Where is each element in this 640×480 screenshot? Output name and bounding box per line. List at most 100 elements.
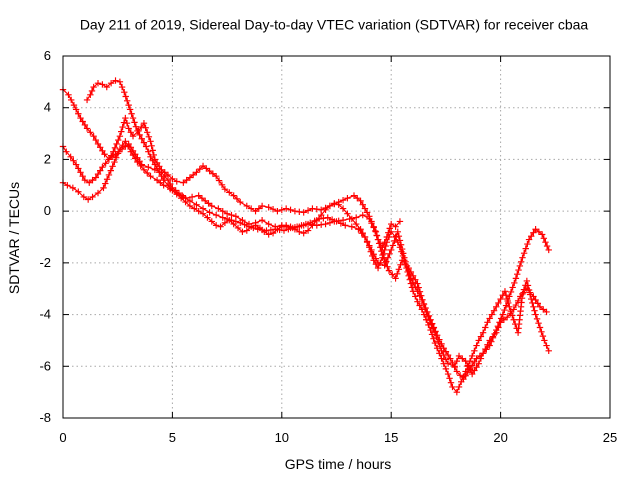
data-point-marker xyxy=(291,207,299,215)
data-point-marker xyxy=(532,296,539,304)
data-point-marker xyxy=(278,223,285,230)
series-layer xyxy=(59,77,552,396)
data-point-marker xyxy=(123,97,131,105)
data-point-marker xyxy=(406,276,413,283)
data-point-marker xyxy=(126,106,134,113)
data-point-marker xyxy=(545,246,552,254)
data-point-marker xyxy=(372,260,380,268)
data-point-marker xyxy=(70,101,78,109)
data-point-marker xyxy=(542,238,549,246)
data-point-marker xyxy=(142,143,150,150)
data-point-marker xyxy=(348,223,356,230)
data-point-marker xyxy=(111,158,118,166)
data-point-marker xyxy=(182,198,189,206)
data-point-marker xyxy=(79,118,86,125)
data-point-marker xyxy=(88,87,96,95)
data-point-marker xyxy=(151,161,159,168)
data-point-marker xyxy=(75,165,82,172)
x-tick-label: 5 xyxy=(169,430,176,445)
data-point-marker xyxy=(94,189,102,197)
data-point-marker xyxy=(344,195,351,202)
data-point-marker xyxy=(377,259,384,267)
data-point-marker xyxy=(114,150,122,157)
data-point-marker xyxy=(80,193,87,201)
data-point-marker xyxy=(524,240,531,248)
data-point-marker xyxy=(81,121,89,129)
data-point-marker xyxy=(541,337,548,344)
data-point-marker xyxy=(115,136,122,144)
data-point-marker xyxy=(370,257,377,264)
data-point-marker xyxy=(370,224,377,231)
data-point-marker xyxy=(215,177,223,184)
data-point-marker xyxy=(261,228,268,236)
data-point-marker xyxy=(440,360,447,367)
data-point-marker xyxy=(397,261,404,268)
data-point-marker xyxy=(425,321,432,329)
data-point-marker xyxy=(395,266,403,273)
data-point-marker xyxy=(367,248,374,255)
data-point-marker xyxy=(217,223,224,230)
data-point-marker xyxy=(456,372,464,379)
data-point-marker xyxy=(92,174,100,181)
data-point-marker xyxy=(471,347,478,354)
data-point-marker xyxy=(503,313,511,321)
data-point-marker xyxy=(99,147,106,155)
data-point-marker xyxy=(496,319,503,326)
data-point-marker xyxy=(116,78,124,86)
data-point-marker xyxy=(324,214,331,221)
data-point-marker xyxy=(388,246,395,254)
data-point-marker xyxy=(388,220,395,228)
data-point-marker xyxy=(459,355,466,362)
data-point-marker xyxy=(193,201,200,208)
data-point-marker xyxy=(177,195,185,202)
data-point-marker xyxy=(369,252,376,260)
data-point-marker xyxy=(173,191,180,198)
data-point-marker xyxy=(258,202,266,210)
data-point-marker xyxy=(395,232,403,240)
data-point-marker xyxy=(479,329,487,336)
data-point-marker xyxy=(237,219,244,226)
data-point-marker xyxy=(535,319,542,327)
data-point-marker xyxy=(373,232,381,239)
data-point-marker xyxy=(476,352,484,360)
data-point-marker xyxy=(384,263,391,270)
data-point-marker xyxy=(392,275,399,282)
y-tick-label: -8 xyxy=(39,410,51,425)
data-point-marker xyxy=(471,358,478,366)
data-point-marker xyxy=(468,362,476,369)
data-point-marker xyxy=(149,157,156,164)
data-point-marker xyxy=(515,266,522,274)
data-point-marker xyxy=(219,207,226,215)
data-point-marker xyxy=(433,344,441,352)
data-point-marker xyxy=(361,205,369,212)
data-point-marker xyxy=(63,148,70,155)
data-point-marker xyxy=(87,91,94,98)
data-point-marker xyxy=(399,252,407,260)
data-point-marker xyxy=(156,169,163,176)
data-point-marker xyxy=(102,180,109,187)
data-point-marker xyxy=(497,315,505,322)
data-point-marker xyxy=(396,218,404,225)
data-point-marker xyxy=(460,373,467,380)
data-point-marker xyxy=(191,205,198,212)
data-point-marker xyxy=(493,326,500,334)
data-point-marker xyxy=(473,342,480,349)
data-point-marker xyxy=(486,342,493,349)
data-point-marker xyxy=(215,205,222,212)
data-point-marker xyxy=(543,308,550,316)
data-point-marker xyxy=(326,219,334,226)
data-point-marker xyxy=(339,216,347,224)
data-point-marker xyxy=(226,189,233,196)
data-point-marker xyxy=(300,229,307,237)
data-point-marker xyxy=(535,228,543,236)
data-point-marker xyxy=(142,124,149,131)
plot-frame xyxy=(62,55,611,419)
data-point-marker xyxy=(265,231,272,238)
data-point-marker xyxy=(427,326,434,334)
data-point-marker xyxy=(274,207,281,215)
data-point-marker xyxy=(359,229,366,237)
data-point-marker xyxy=(337,220,345,227)
data-point-marker xyxy=(75,188,82,195)
data-point-marker xyxy=(420,301,428,308)
data-point-marker xyxy=(525,236,533,243)
